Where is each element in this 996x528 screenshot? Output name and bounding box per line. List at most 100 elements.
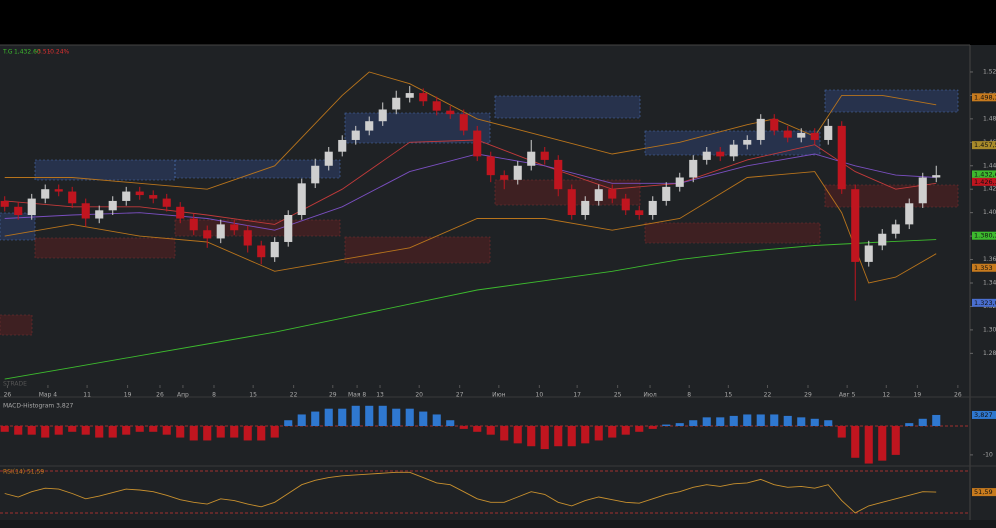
histogram-bar xyxy=(662,424,671,427)
rsi-title: RSI(14) 51,59 xyxy=(3,469,44,476)
supply-zone xyxy=(344,236,491,264)
candle-body xyxy=(365,121,374,131)
x-tick-label: 27 xyxy=(456,392,464,399)
candle-body xyxy=(108,200,117,211)
x-tick-label: Авг 5 xyxy=(839,392,856,399)
x-tick-label: 12 xyxy=(882,392,890,399)
candle-body xyxy=(216,224,225,239)
candle-body xyxy=(743,139,752,145)
y-tick-label: 1.480 xyxy=(983,115,996,122)
candle-body xyxy=(702,151,711,160)
x-tick-label: 26 xyxy=(156,392,164,399)
histogram-bar xyxy=(230,426,239,438)
histogram-bar xyxy=(284,420,293,427)
histogram-bar xyxy=(378,405,387,427)
x-tick-label: 19 xyxy=(124,392,132,399)
y-tick-label: 1.420 xyxy=(983,186,996,193)
histogram-bar xyxy=(567,426,576,447)
candle-body xyxy=(756,118,765,140)
candle-body xyxy=(284,215,293,242)
histogram-bar xyxy=(716,417,725,427)
candle-body xyxy=(851,189,860,262)
candle-body xyxy=(621,198,630,211)
indicator-line xyxy=(4,239,937,380)
x-tick-label: 8 xyxy=(687,392,691,399)
histogram-bar xyxy=(648,426,657,429)
histogram-bar xyxy=(122,426,131,435)
x-tick-label: Мая 8 xyxy=(348,392,366,399)
price-tag xyxy=(972,231,996,240)
histogram-bar xyxy=(473,426,482,432)
candle-body xyxy=(770,118,779,131)
toolbar[interactable] xyxy=(0,520,996,528)
candle-body xyxy=(135,191,144,196)
candle-body xyxy=(297,183,306,215)
price-tag-label: 1.432,60 xyxy=(974,170,996,178)
histogram-bar xyxy=(446,420,455,427)
histogram-bar xyxy=(216,426,225,438)
candle-body xyxy=(932,175,941,178)
x-tick-label: 11 xyxy=(83,392,91,399)
candle-body xyxy=(918,177,927,204)
price-tag xyxy=(972,263,996,272)
candle-body xyxy=(716,151,725,157)
candle-body xyxy=(122,191,131,201)
histogram-bar xyxy=(729,415,738,427)
histogram-bar xyxy=(878,426,887,461)
histogram-bar xyxy=(783,415,792,427)
histogram-bar xyxy=(608,426,617,438)
change: -3.51 xyxy=(35,49,51,56)
price-tag xyxy=(972,177,996,186)
candle-body xyxy=(81,203,90,219)
candle-body xyxy=(432,101,441,111)
histogram-bar xyxy=(257,426,266,441)
price-tag-label: 1.457,58 xyxy=(974,141,996,149)
histogram-bar xyxy=(95,426,104,438)
x-tick-label: 15 xyxy=(249,392,257,399)
price-tag xyxy=(972,488,996,497)
y-tick-label: 1.340 xyxy=(983,280,996,287)
x-tick-label: 8 xyxy=(212,392,216,399)
candle-body xyxy=(162,198,171,207)
candle-body xyxy=(68,191,77,204)
histogram-bar xyxy=(581,426,590,444)
candle-body xyxy=(527,151,536,166)
histogram-bar xyxy=(68,426,77,432)
histogram-bar xyxy=(149,426,158,432)
x-tick-label: 26 xyxy=(954,392,962,399)
histogram-bar xyxy=(770,414,779,427)
histogram-bar xyxy=(419,411,428,427)
histogram-bar xyxy=(891,426,900,455)
candle-body xyxy=(419,93,428,102)
histogram-bar xyxy=(203,426,212,441)
y-tick-label: -10 xyxy=(983,451,993,458)
histogram-bar xyxy=(675,423,684,427)
histogram-bar xyxy=(513,426,522,444)
candle-body xyxy=(459,114,468,131)
symbol: T.G xyxy=(2,49,13,56)
candle-body xyxy=(662,186,671,201)
candle-body xyxy=(189,218,198,231)
histogram-bar xyxy=(837,426,846,438)
x-tick-label: 29 xyxy=(804,392,812,399)
candle-body xyxy=(95,210,104,219)
candle-body xyxy=(648,200,657,215)
supply-zone xyxy=(494,179,641,206)
histogram-bar xyxy=(527,426,536,447)
histogram-bar xyxy=(932,414,941,427)
price-tag xyxy=(972,410,996,419)
candle-body xyxy=(392,97,401,110)
demand-zone xyxy=(494,95,641,119)
histogram-bar xyxy=(594,426,603,441)
histogram-bar xyxy=(351,405,360,427)
candle-body xyxy=(0,200,9,207)
histogram-bar xyxy=(797,417,806,427)
histogram-bar xyxy=(243,426,252,441)
price-tag xyxy=(972,141,996,150)
candle-body xyxy=(54,189,63,192)
candle-body xyxy=(351,130,360,140)
histogram-bar xyxy=(756,414,765,427)
price-tag xyxy=(972,170,996,179)
histogram-bar xyxy=(324,408,333,427)
